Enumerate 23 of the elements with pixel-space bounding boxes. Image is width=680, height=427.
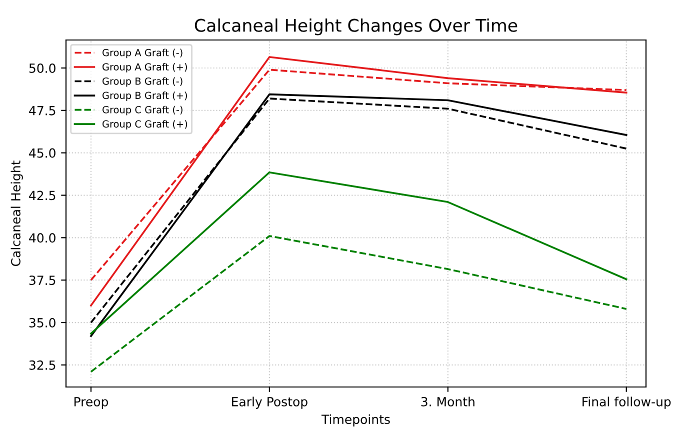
y-tick-label: 40.0 — [29, 233, 56, 243]
x-tick-label: Final follow-up — [582, 396, 671, 409]
x-axis-title: Timepoints — [321, 414, 390, 426]
x-tick-label: Early Postop — [232, 396, 308, 409]
y-tick-label: 50.0 — [29, 63, 56, 73]
line-series — [90, 171, 628, 334]
x-tick-label: 3. Month — [421, 396, 474, 406]
y-tick-label: 37.5 — [29, 276, 56, 286]
legend-label: Group A Graft (-) — [102, 48, 182, 58]
legend-label: Group B Graft (-) — [102, 77, 182, 87]
y-tick-label: 32.5 — [29, 360, 56, 370]
y-tick-label: 35.0 — [29, 318, 56, 328]
legend-label: Group A Graft (+) — [102, 63, 187, 72]
y-tick-label: 47.5 — [29, 106, 56, 116]
chart-title: Calcaneal Height Changes Over Time — [194, 18, 518, 36]
legend-label: Group C Graft (+) — [102, 120, 188, 130]
line-series — [90, 235, 628, 373]
x-tick-label: Preop — [74, 397, 108, 409]
y-tick-label: 42.5 — [29, 190, 56, 200]
legend-label: Group C Graft (-) — [102, 106, 182, 116]
y-axis-title: Calcaneal Height — [10, 160, 23, 266]
legend-label: Group B Graft (+) — [102, 92, 187, 101]
y-tick-label: 45.0 — [29, 148, 56, 158]
